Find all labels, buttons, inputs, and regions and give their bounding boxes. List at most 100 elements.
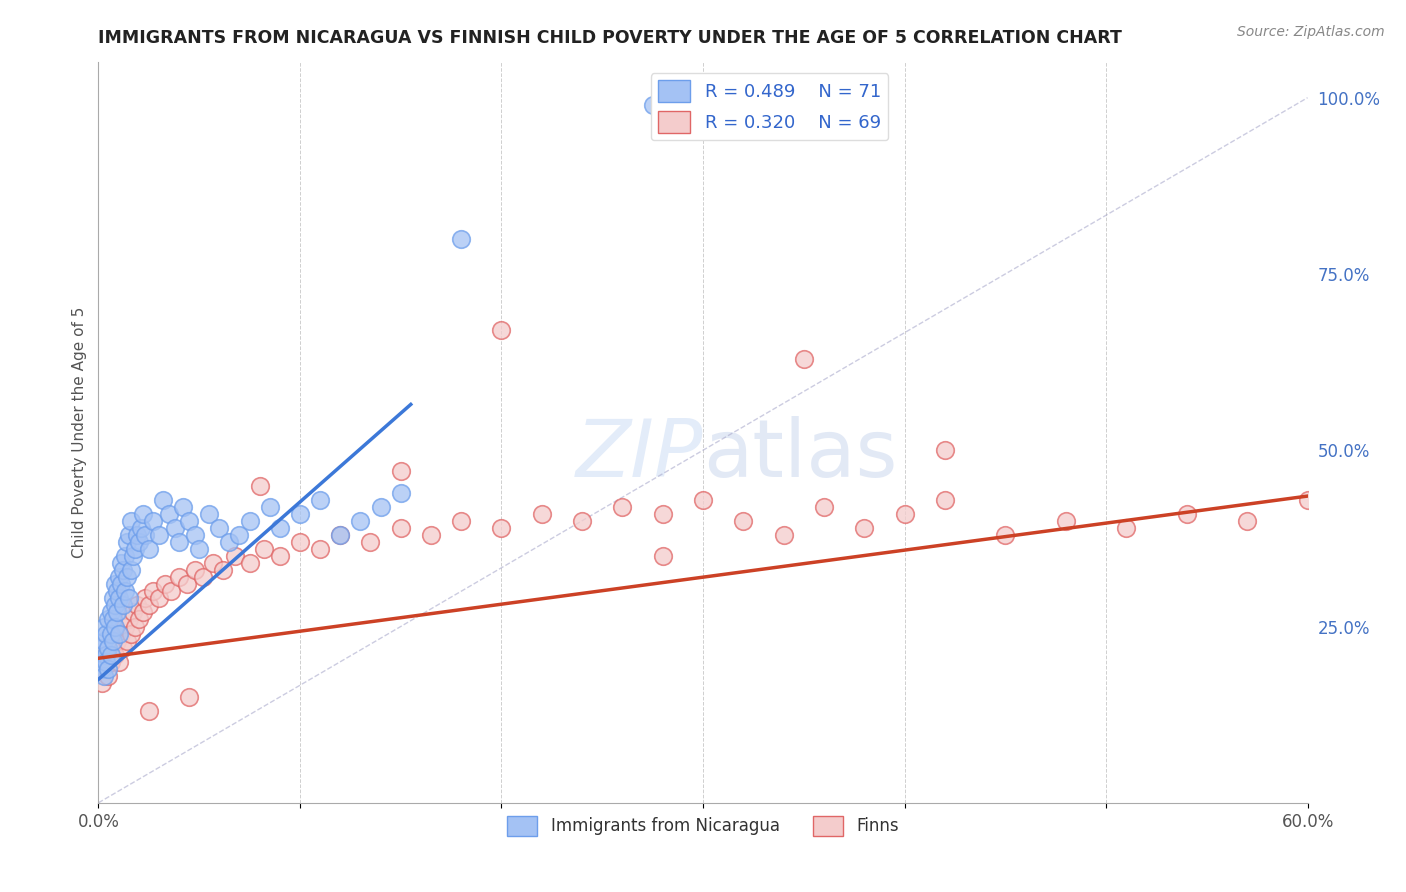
Point bbox=[120, 514, 142, 528]
Point bbox=[93, 619, 115, 633]
Point bbox=[100, 648, 122, 662]
Point bbox=[733, 514, 755, 528]
Point bbox=[349, 514, 371, 528]
Point bbox=[105, 606, 128, 620]
Point bbox=[101, 591, 124, 606]
Point bbox=[103, 577, 125, 591]
Point bbox=[309, 492, 332, 507]
Point bbox=[179, 514, 201, 528]
Point bbox=[121, 549, 143, 563]
Point bbox=[1054, 514, 1077, 528]
Point bbox=[115, 570, 138, 584]
Point bbox=[93, 662, 115, 676]
Point bbox=[91, 662, 114, 676]
Point bbox=[115, 633, 138, 648]
Point bbox=[93, 633, 115, 648]
Point bbox=[893, 507, 915, 521]
Point bbox=[118, 612, 141, 626]
Point bbox=[129, 521, 152, 535]
Point bbox=[103, 648, 125, 662]
Point bbox=[111, 599, 134, 613]
Point bbox=[110, 577, 132, 591]
Point bbox=[138, 541, 160, 556]
Point bbox=[202, 556, 225, 570]
Point bbox=[105, 633, 128, 648]
Point bbox=[100, 606, 122, 620]
Point bbox=[228, 528, 250, 542]
Point bbox=[124, 541, 146, 556]
Point bbox=[105, 584, 128, 599]
Point bbox=[134, 591, 156, 606]
Point bbox=[193, 570, 215, 584]
Text: IMMIGRANTS FROM NICARAGUA VS FINNISH CHILD POVERTY UNDER THE AGE OF 5 CORRELATIO: IMMIGRANTS FROM NICARAGUA VS FINNISH CHI… bbox=[98, 29, 1122, 47]
Point bbox=[96, 655, 118, 669]
Point bbox=[934, 443, 956, 458]
Point bbox=[218, 535, 240, 549]
Point bbox=[212, 563, 235, 577]
Point bbox=[641, 97, 664, 112]
Point bbox=[934, 492, 956, 507]
Point bbox=[100, 626, 122, 640]
Point bbox=[491, 323, 513, 337]
Point bbox=[651, 549, 673, 563]
Point bbox=[1236, 514, 1258, 528]
Point bbox=[491, 521, 513, 535]
Point bbox=[612, 500, 634, 514]
Text: atlas: atlas bbox=[703, 416, 897, 494]
Point bbox=[152, 492, 174, 507]
Point bbox=[239, 556, 262, 570]
Point bbox=[692, 492, 714, 507]
Point bbox=[176, 577, 198, 591]
Point bbox=[132, 507, 155, 521]
Point bbox=[107, 570, 129, 584]
Point bbox=[110, 626, 132, 640]
Point bbox=[309, 541, 332, 556]
Point bbox=[813, 500, 835, 514]
Point bbox=[1296, 492, 1319, 507]
Point bbox=[100, 655, 122, 669]
Point bbox=[97, 640, 120, 655]
Point bbox=[138, 704, 160, 718]
Point bbox=[107, 591, 129, 606]
Point bbox=[101, 612, 124, 626]
Point bbox=[128, 612, 150, 626]
Point bbox=[103, 619, 125, 633]
Point bbox=[389, 521, 412, 535]
Point bbox=[101, 633, 124, 648]
Point bbox=[793, 351, 815, 366]
Point bbox=[111, 563, 134, 577]
Point bbox=[124, 619, 146, 633]
Point bbox=[198, 507, 221, 521]
Point bbox=[148, 528, 170, 542]
Point bbox=[269, 549, 291, 563]
Point bbox=[125, 599, 148, 613]
Legend: Immigrants from Nicaragua, Finns: Immigrants from Nicaragua, Finns bbox=[501, 809, 905, 843]
Point bbox=[329, 528, 352, 542]
Point bbox=[97, 662, 120, 676]
Point bbox=[138, 599, 160, 613]
Point bbox=[160, 584, 183, 599]
Point bbox=[110, 556, 132, 570]
Point bbox=[239, 514, 262, 528]
Point bbox=[370, 500, 392, 514]
Point bbox=[148, 591, 170, 606]
Point bbox=[259, 500, 281, 514]
Point bbox=[101, 640, 124, 655]
Point bbox=[96, 648, 118, 662]
Point bbox=[651, 507, 673, 521]
Point bbox=[172, 500, 194, 514]
Point bbox=[97, 612, 120, 626]
Point bbox=[153, 577, 176, 591]
Point bbox=[208, 521, 231, 535]
Point bbox=[420, 528, 443, 542]
Point bbox=[360, 535, 382, 549]
Point bbox=[121, 606, 143, 620]
Point bbox=[114, 619, 136, 633]
Point bbox=[224, 549, 246, 563]
Point bbox=[103, 599, 125, 613]
Point bbox=[1175, 507, 1198, 521]
Point bbox=[530, 507, 553, 521]
Point bbox=[571, 514, 593, 528]
Point bbox=[118, 528, 141, 542]
Point bbox=[120, 563, 142, 577]
